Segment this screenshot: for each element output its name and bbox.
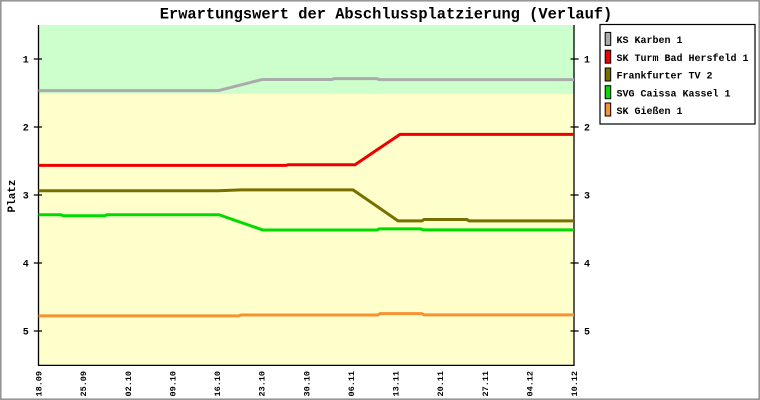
- svg-text:13.11: 13.11: [392, 371, 402, 397]
- svg-text:27.11: 27.11: [481, 371, 491, 397]
- svg-text:4: 4: [584, 259, 590, 270]
- svg-text:25.09: 25.09: [79, 371, 89, 397]
- svg-text:02.10: 02.10: [124, 371, 134, 397]
- svg-text:04.12: 04.12: [525, 371, 535, 397]
- svg-text:3: 3: [584, 191, 590, 202]
- svg-text:5: 5: [584, 327, 590, 338]
- svg-text:1: 1: [584, 55, 590, 66]
- svg-text:KS Karben 1: KS Karben 1: [617, 35, 683, 47]
- svg-text:SK Turm Bad Hersfeld 1: SK Turm Bad Hersfeld 1: [617, 53, 749, 65]
- svg-text:2: 2: [23, 123, 29, 134]
- svg-text:16.10: 16.10: [213, 371, 223, 397]
- svg-text:18.09: 18.09: [35, 371, 45, 397]
- svg-text:09.10: 09.10: [168, 371, 178, 397]
- svg-text:30.10: 30.10: [302, 371, 312, 397]
- svg-text:2: 2: [584, 123, 590, 134]
- svg-text:06.11: 06.11: [347, 371, 357, 397]
- svg-text:Frankfurter TV 2: Frankfurter TV 2: [617, 71, 713, 83]
- svg-text:SVG Caissa Kassel 1: SVG Caissa Kassel 1: [617, 88, 731, 100]
- svg-text:20.11: 20.11: [436, 371, 446, 397]
- svg-text:1: 1: [23, 55, 29, 66]
- svg-text:4: 4: [23, 259, 29, 270]
- svg-text:23.10: 23.10: [258, 371, 268, 397]
- svg-text:SK Gießen 1: SK Gießen 1: [617, 106, 683, 118]
- svg-text:5: 5: [23, 327, 29, 338]
- svg-text:10.12: 10.12: [570, 371, 580, 397]
- svg-text:Platz: Platz: [7, 179, 19, 212]
- svg-text:3: 3: [23, 191, 29, 202]
- svg-text:Erwartungswert der Abschlusspl: Erwartungswert der Abschlussplatzierung …: [160, 5, 613, 23]
